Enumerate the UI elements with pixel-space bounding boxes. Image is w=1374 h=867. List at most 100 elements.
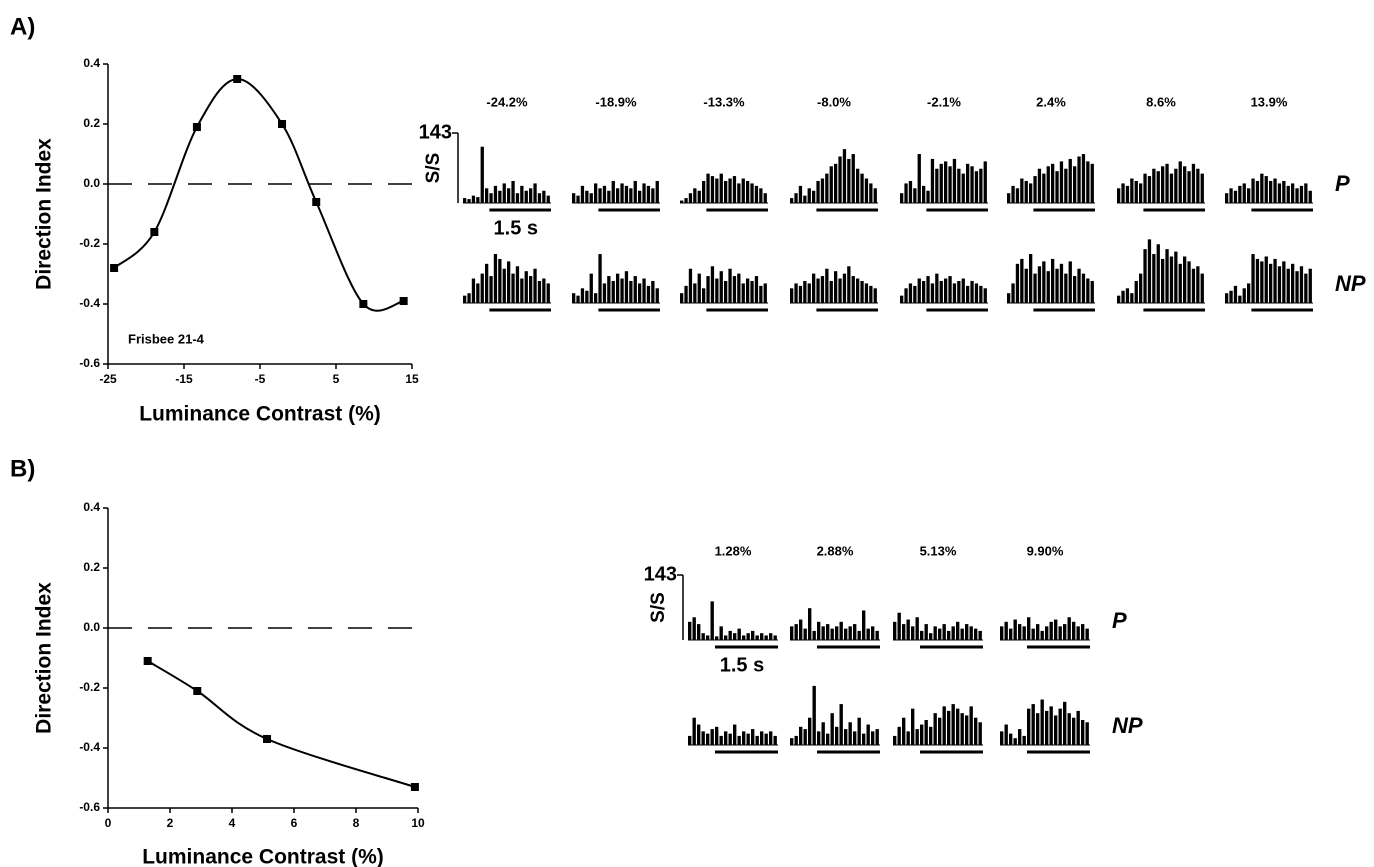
psth-bar (1156, 244, 1160, 303)
psth-bar (970, 280, 974, 303)
psth-bar (511, 180, 515, 203)
psth-bar (904, 183, 908, 203)
y-axis-label: S/S (423, 153, 444, 184)
psth-bar (1225, 293, 1229, 303)
psth-bar (808, 608, 812, 640)
psth-bar (944, 161, 948, 203)
psth-bar (1067, 713, 1071, 745)
psth-bar (602, 185, 607, 203)
row-label: P (1335, 171, 1350, 196)
psth-bar (1020, 258, 1024, 303)
psth-bar (851, 276, 855, 303)
psth-bar (930, 158, 935, 203)
psth-bar (1024, 180, 1028, 203)
psth-bar (908, 283, 913, 303)
y-tick-label: -0.4 (79, 740, 100, 754)
psth-bar (864, 283, 869, 303)
psth-bar (467, 293, 471, 303)
psth-bar (485, 188, 489, 203)
psth-bar (839, 704, 843, 745)
psth-bar (844, 628, 848, 640)
psth-bar (1299, 266, 1304, 303)
row-label: NP (1335, 271, 1366, 296)
psth-bar (607, 276, 611, 303)
psth-bar (746, 180, 750, 203)
psth-bar (1059, 161, 1064, 203)
psth-bar (947, 710, 951, 745)
psth-bar (790, 288, 794, 303)
psth-bar (684, 285, 688, 303)
x-tick-label: -25 (99, 372, 117, 386)
psth-bar (1045, 710, 1049, 745)
psth-bar (515, 193, 520, 203)
psth-bar (759, 188, 763, 203)
condition-label: -13.3% (703, 94, 745, 109)
psth-bar (572, 193, 576, 203)
psth-bar (848, 722, 852, 745)
psth-bar (1054, 619, 1058, 640)
psth-bar (1058, 708, 1062, 745)
x-tick-label: 4 (229, 816, 236, 830)
psth-bar (733, 724, 737, 745)
psth-bar (799, 726, 803, 745)
psth-bar (580, 288, 585, 303)
psth-bar (871, 731, 875, 745)
psth-bar (957, 280, 961, 303)
psth-bar (798, 185, 803, 203)
psth-bar (589, 193, 593, 203)
psth-bar (542, 278, 546, 303)
psth-bar (1042, 173, 1046, 203)
psth-bar (857, 717, 861, 745)
psth-bar (737, 273, 741, 303)
psth-bar (944, 278, 948, 303)
psth-bar (594, 183, 598, 203)
condition-label: 9.90% (1027, 543, 1064, 558)
psth-bar (924, 720, 928, 745)
psth-bar (917, 278, 921, 303)
psth-bar (969, 706, 973, 745)
y-tick-label: 0.2 (83, 116, 100, 130)
psth-bar (706, 276, 710, 303)
psth-bar (719, 626, 723, 640)
psth-bar (1004, 724, 1008, 745)
annotation: Frisbee 21-4 (128, 331, 205, 346)
psth-bar (485, 263, 489, 303)
psth-bar (585, 190, 589, 203)
psth-bar (1081, 624, 1085, 640)
psth-bar (759, 285, 763, 303)
psth-bar (1295, 271, 1299, 303)
psth-bar (1000, 731, 1004, 745)
psth-bar (1055, 268, 1059, 303)
psth-bar (1196, 168, 1200, 203)
psth-bar (1054, 715, 1058, 745)
condition-label: 13.9% (1251, 94, 1288, 109)
fit-curve (113, 77, 404, 312)
data-point (410, 783, 419, 791)
psth-bar (1152, 168, 1156, 203)
psth-bar (710, 729, 714, 745)
psth-bar (1304, 183, 1308, 203)
psth-bar (728, 630, 732, 640)
psth-bar (651, 280, 655, 303)
psth-bar (463, 198, 467, 203)
psth-bar (1063, 701, 1067, 745)
psth-bar (862, 733, 866, 745)
psth-bar (1077, 268, 1081, 303)
psth-bar (1174, 251, 1178, 303)
psth-bar (1049, 706, 1053, 745)
psth-bar (1156, 171, 1160, 203)
psth-bar (1042, 261, 1046, 303)
psth-bar (851, 154, 855, 203)
psth-bar (803, 628, 807, 640)
psth-bar (1273, 178, 1277, 203)
psth-bar (900, 193, 904, 203)
psth-bar (926, 190, 930, 203)
psth-bar (719, 271, 723, 303)
psth-bar (1178, 161, 1182, 203)
psth-bar (1191, 163, 1196, 203)
data-point (193, 687, 202, 695)
psth-bar (533, 183, 537, 203)
psth-bar (1225, 193, 1229, 203)
psth-bar (1147, 239, 1152, 303)
y-tick-label: 0.0 (83, 176, 100, 190)
